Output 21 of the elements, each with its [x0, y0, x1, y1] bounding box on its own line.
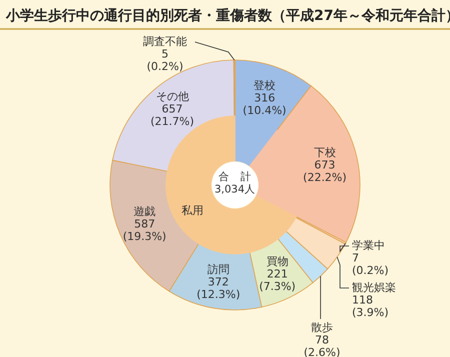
text: 合 計 3,034人	[214, 170, 256, 196]
slice-label: 調査不能	[143, 35, 187, 48]
data-label: 7 (0.2%)	[352, 252, 389, 277]
slice-label: 下校	[314, 146, 336, 159]
data-label: 657 (21.7%)	[150, 102, 194, 128]
slice-label: 学業中	[352, 239, 385, 252]
data-label: 372 (12.3%)	[196, 276, 240, 302]
data-label: 118 (3.9%)	[352, 294, 389, 319]
data-label: 5 (0.2%)	[146, 48, 184, 73]
slice-label: 私用	[181, 204, 204, 217]
data-label: 587 (19.3%)	[122, 218, 166, 244]
slice-label: 登校	[254, 78, 276, 92]
data-label: 221 (7.3%)	[259, 267, 296, 293]
slice-label: 遊戯	[134, 205, 156, 218]
slice-label: 訪問	[207, 263, 230, 276]
slice-label: その他	[156, 90, 189, 104]
slice-label: 散歩	[311, 321, 333, 334]
slice-label: 観光娯楽	[352, 281, 396, 294]
slice-label: 買物	[266, 254, 288, 268]
data-label: 316 (10.4%)	[242, 91, 286, 117]
data-label: 673 (22.2%)	[303, 158, 347, 184]
